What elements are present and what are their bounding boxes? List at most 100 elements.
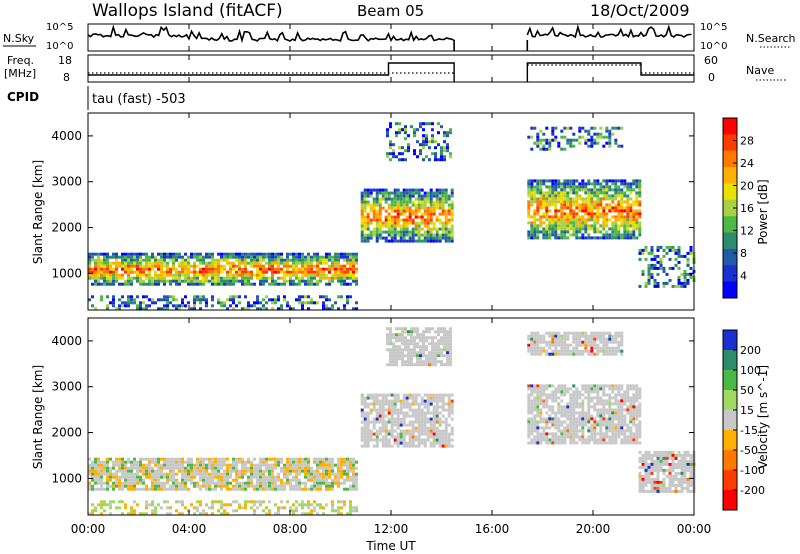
data-cell — [423, 206, 427, 210]
data-cell — [133, 276, 136, 280]
data-cell — [395, 360, 398, 364]
data-cell — [426, 405, 430, 409]
data-cell — [310, 270, 313, 274]
data-cell — [435, 227, 439, 231]
data-cell — [533, 420, 537, 424]
data-cell — [340, 295, 343, 299]
data-cell — [614, 435, 618, 439]
data-cell — [387, 408, 391, 412]
data-cell — [560, 194, 564, 198]
data-cell — [441, 203, 445, 207]
data-cell — [581, 399, 585, 403]
data-cell — [554, 346, 558, 350]
data-cell — [154, 475, 157, 479]
data-cell — [295, 478, 298, 482]
data-cell — [402, 200, 406, 204]
data-cell — [384, 402, 388, 406]
data-cell — [428, 357, 431, 361]
data-cell — [396, 230, 400, 234]
data-cell — [569, 221, 573, 225]
data-cell — [229, 252, 232, 256]
data-cell — [545, 236, 549, 240]
data-cell — [563, 218, 567, 222]
data-cell — [423, 393, 427, 397]
data-cell — [401, 128, 404, 132]
data-cell — [617, 340, 621, 344]
data-cell — [211, 478, 214, 482]
data-cell — [133, 270, 136, 274]
data-cell — [316, 472, 319, 476]
data-cell — [139, 270, 142, 274]
data-cell — [109, 270, 112, 274]
data-cell — [423, 420, 427, 424]
data-cell — [536, 230, 540, 234]
data-cell — [542, 230, 546, 234]
data-cell — [435, 200, 439, 204]
data-cell — [432, 194, 436, 198]
data-cell — [360, 399, 364, 403]
data-cell — [563, 236, 567, 240]
data-cell — [677, 278, 681, 282]
data-cell — [617, 417, 621, 421]
data-cell — [447, 441, 451, 445]
data-cell — [584, 230, 588, 234]
data-cell — [145, 487, 148, 491]
data-cell — [447, 197, 451, 201]
data-cell — [136, 264, 139, 268]
data-cell — [638, 459, 642, 463]
data-cell — [366, 444, 370, 448]
data-cell — [286, 475, 289, 479]
data-cell — [384, 408, 388, 412]
data-cell — [133, 261, 136, 265]
data-cell — [118, 475, 121, 479]
data-cell — [638, 420, 642, 424]
data-cell — [250, 304, 253, 308]
data-cell — [629, 438, 633, 442]
data-cell — [545, 393, 549, 397]
data-cell — [563, 390, 567, 394]
data-cell — [381, 420, 385, 424]
data-cell — [199, 512, 202, 516]
data-cell — [366, 435, 370, 439]
data-cell — [217, 282, 220, 286]
data-cell — [560, 384, 564, 388]
data-cell — [286, 270, 289, 274]
data-cell — [428, 140, 431, 144]
data-cell — [372, 197, 376, 201]
data-cell — [435, 194, 439, 198]
data-cell — [97, 466, 100, 470]
data-cell — [599, 432, 603, 436]
data-cell — [446, 339, 449, 343]
data-cell — [416, 357, 419, 361]
data-cell — [563, 135, 567, 139]
data-cell — [560, 221, 564, 225]
data-cell — [416, 128, 419, 132]
data-cell — [398, 128, 401, 132]
data-cell — [446, 143, 449, 147]
data-cell — [425, 357, 428, 361]
data-cell — [635, 399, 639, 403]
data-cell — [422, 354, 425, 358]
data-cell — [429, 212, 433, 216]
data-cell — [214, 279, 217, 283]
data-cell — [262, 255, 265, 259]
data-cell — [542, 212, 546, 216]
data-cell — [533, 384, 537, 388]
data-cell — [363, 191, 367, 195]
data-cell — [662, 254, 666, 258]
data-cell — [429, 236, 433, 240]
data-cell — [578, 224, 582, 228]
data-cell — [163, 466, 166, 470]
data-cell — [605, 233, 609, 237]
data-cell — [590, 144, 594, 148]
data-cell — [390, 200, 394, 204]
data-cell — [372, 393, 376, 397]
data-cell — [363, 411, 367, 415]
data-cell — [536, 144, 540, 148]
data-cell — [363, 236, 367, 240]
data-cell — [411, 399, 415, 403]
data-cell — [262, 267, 265, 271]
data-cell — [545, 432, 549, 436]
data-cell — [226, 298, 229, 302]
data-cell — [405, 227, 409, 231]
